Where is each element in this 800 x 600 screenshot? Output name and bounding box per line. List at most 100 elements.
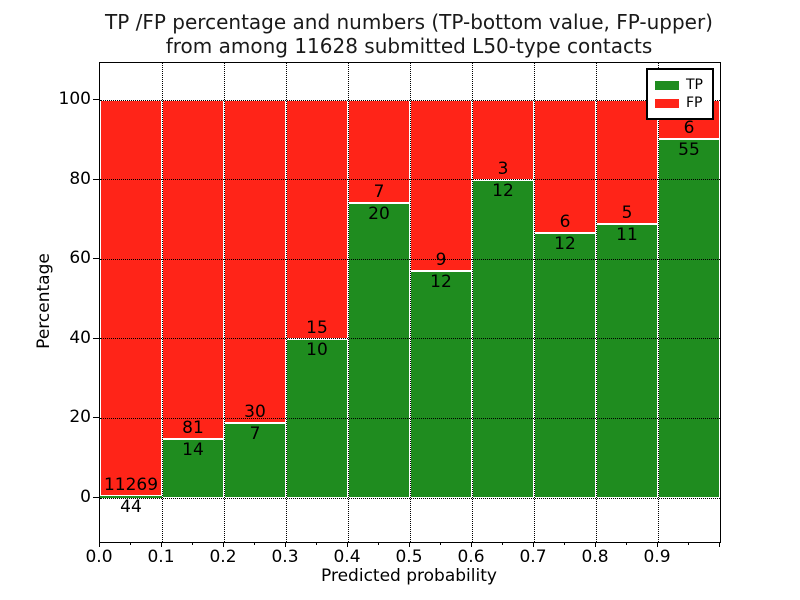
bar-label-tp: 20 xyxy=(368,204,390,225)
bar-label-fp: 5 xyxy=(621,203,633,224)
bar-label-tp: 55 xyxy=(678,140,700,161)
bar-label-fp: 6 xyxy=(683,118,695,139)
y-tick-label: 40 xyxy=(69,327,91,348)
y-axis-tick xyxy=(93,337,99,339)
x-axis-major-tick xyxy=(223,542,224,547)
bar-label-fp: 30 xyxy=(244,401,266,422)
bar-label-tp: 14 xyxy=(182,440,204,461)
bar-segment-fp xyxy=(410,100,472,271)
bar-segment-fp xyxy=(100,100,162,497)
x-axis-minor-tick xyxy=(626,542,627,545)
y-axis-tick xyxy=(93,417,99,419)
y-axis-label-text: Percentage xyxy=(34,253,54,349)
legend-label: FP xyxy=(686,95,703,111)
bar-label-fp: 7 xyxy=(373,182,385,203)
y-axis-tick xyxy=(93,99,99,100)
bar-segment-tp xyxy=(658,139,720,498)
bar-segment-tp xyxy=(596,224,658,498)
x-axis-minor-tick xyxy=(440,542,441,545)
y-tick-label: 20 xyxy=(69,407,91,428)
x-axis-major-tick xyxy=(719,542,720,547)
x-axis-label: Predicted probability xyxy=(321,566,497,586)
y-tick-label: 0 xyxy=(80,487,91,507)
x-axis-major-tick xyxy=(471,542,472,547)
y-tick-label: 80 xyxy=(69,168,91,189)
x-axis-major-tick xyxy=(595,542,596,547)
gridline-vertical xyxy=(595,63,597,542)
chart-title-line2: from among 11628 submitted L50-type cont… xyxy=(165,34,653,58)
x-axis-minor-tick xyxy=(192,542,193,545)
x-tick-label: 0.6 xyxy=(457,547,485,567)
x-axis-minor-tick xyxy=(688,542,689,545)
bar-segment-fp xyxy=(596,100,658,225)
legend-label: TP xyxy=(686,77,703,93)
x-tick-label: 0.7 xyxy=(519,547,547,567)
bar-label-tp: 12 xyxy=(554,233,576,254)
bar-segment-fp xyxy=(286,100,348,339)
gridline-vertical xyxy=(285,63,287,542)
bar-label-fp: 15 xyxy=(306,317,328,338)
bar-label-fp: 11269 xyxy=(103,475,159,496)
x-axis-major-tick xyxy=(533,542,534,547)
gridline-vertical xyxy=(223,63,225,542)
bar-label-fp: 81 xyxy=(182,418,204,439)
bar-segment-fp xyxy=(348,100,410,204)
x-axis-minor-tick xyxy=(316,542,317,545)
bar-segment-tp xyxy=(162,439,224,498)
legend-item: FP xyxy=(655,95,706,111)
chart-title-line1: TP /FP percentage and numbers (TP-bottom… xyxy=(105,10,713,34)
bar-label-tp: 10 xyxy=(306,339,328,360)
x-axis-major-tick xyxy=(409,542,410,547)
gridline-vertical xyxy=(161,63,163,542)
y-axis-tick xyxy=(93,258,99,260)
gridline-vertical xyxy=(409,63,411,542)
x-tick-label: 0.1 xyxy=(147,547,175,567)
bar-label-tp: 7 xyxy=(249,423,261,444)
bar-segment-tp xyxy=(410,270,472,498)
bar-label-tp: 12 xyxy=(430,271,452,292)
x-axis-major-tick xyxy=(657,542,658,547)
chart-title: TP /FP percentage and numbers (TP-bottom… xyxy=(99,10,719,58)
legend-item: TP xyxy=(655,77,706,93)
x-tick-label: 0.0 xyxy=(85,547,113,567)
bar-label-fp: 9 xyxy=(435,249,447,270)
x-tick-label: 0.8 xyxy=(581,547,609,567)
bar-segment-fp xyxy=(224,100,286,423)
y-axis-tick xyxy=(93,178,99,180)
x-tick-label: 0.5 xyxy=(395,547,423,567)
x-tick-label: 0.9 xyxy=(643,547,671,567)
bar-label-tp: 44 xyxy=(120,497,142,518)
x-axis-minor-tick xyxy=(130,542,131,545)
bar-label-tp: 11 xyxy=(616,225,638,246)
x-tick-label: 0.2 xyxy=(209,547,237,567)
x-axis-minor-tick xyxy=(378,542,379,545)
gridline-vertical xyxy=(471,63,473,542)
x-axis-major-tick xyxy=(285,542,286,547)
bar-segment-fp xyxy=(534,100,596,233)
legend-swatch-fp xyxy=(655,98,679,108)
x-axis-major-tick xyxy=(161,542,162,547)
y-axis-tick xyxy=(93,497,99,498)
gridline-vertical xyxy=(347,63,349,542)
x-axis-major-tick xyxy=(99,542,100,547)
legend-swatch-tp xyxy=(655,80,679,90)
bar-label-tp: 12 xyxy=(492,180,514,201)
bar-segment-tp xyxy=(348,203,410,498)
bar-segment-tp xyxy=(534,232,596,498)
gridline-vertical xyxy=(657,63,659,542)
x-axis-minor-tick xyxy=(254,542,255,545)
bar-label-fp: 6 xyxy=(559,211,571,232)
legend: TP FP xyxy=(646,68,714,120)
x-axis-minor-tick xyxy=(564,542,565,545)
bar-segment-tp xyxy=(100,496,162,498)
plot-area: 11269 44 81 14 30 7 15 10 7 20 9 12 3 12 6 12 5 11 6 55 TP FP xyxy=(99,62,721,543)
x-tick-label: 0.4 xyxy=(333,547,361,567)
y-tick-label: 60 xyxy=(69,248,91,269)
x-axis-minor-tick xyxy=(502,542,503,545)
gridline-vertical xyxy=(533,63,535,542)
bar-segment-tp xyxy=(224,422,286,498)
x-axis-major-tick xyxy=(347,542,348,547)
bar-label-fp: 3 xyxy=(497,158,509,179)
y-tick-label: 100 xyxy=(58,89,91,109)
